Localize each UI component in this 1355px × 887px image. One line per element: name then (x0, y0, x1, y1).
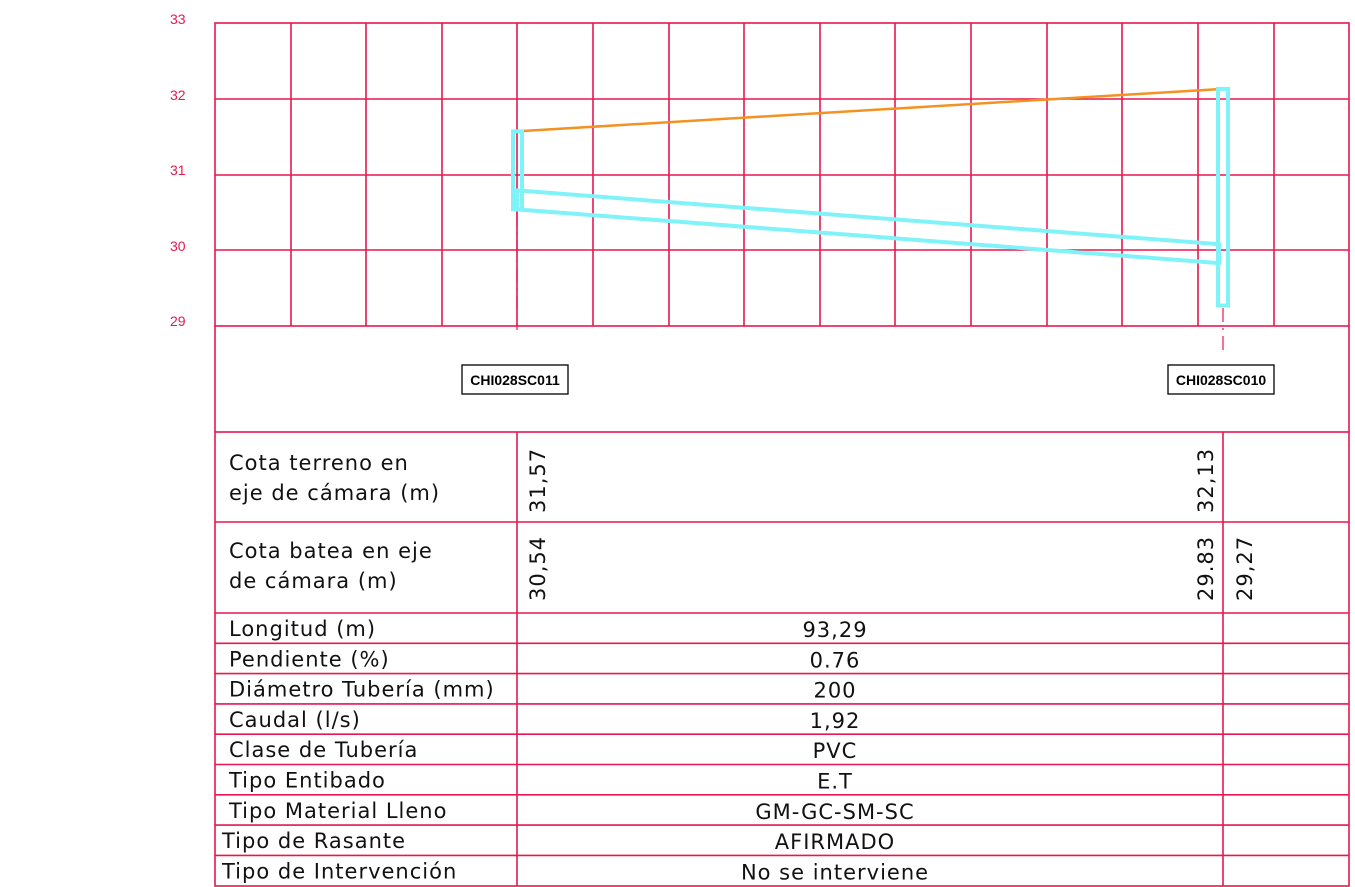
property-label: Tipo Entibado (228, 769, 386, 793)
y-tick-30: 30 (170, 238, 186, 254)
property-label: Pendiente (%) (229, 647, 390, 671)
cota-terreno-label-1: Cota terreno en (229, 451, 409, 475)
chamber-2-cota-terreno: 32,13 (1194, 448, 1218, 513)
data-table: Cota terreno en eje de cámara (m) 31,57 … (214, 431, 1350, 887)
property-value: 0.76 (810, 648, 861, 672)
y-tick-33: 33 (170, 11, 186, 27)
profile-lines (511, 86, 1230, 308)
profile-grid (214, 22, 1350, 327)
chamber-label-strip: CHI028SC011 CHI028SC010 (214, 326, 1350, 432)
property-label: Tipo Material Lleno (228, 799, 447, 823)
cota-batea-label-2: de cámara (m) (229, 569, 398, 593)
property-value: PVC (813, 739, 858, 763)
property-label: Tipo de Intervención (221, 859, 457, 883)
property-value: 1,92 (810, 709, 861, 733)
chamber-1-shape (511, 129, 524, 212)
chamber-2-cota-batea-out: 29,27 (1233, 536, 1257, 601)
chamber-1-tag: CHI028SC011 (470, 372, 560, 388)
property-label: Clase de Tubería (229, 738, 418, 762)
property-label: Tipo de Rasante (221, 829, 406, 853)
pipe-shape (515, 188, 1221, 266)
chamber-1-cota-terreno: 31,57 (526, 448, 550, 513)
y-tick-29: 29 (170, 313, 186, 329)
property-label: Diámetro Tubería (mm) (229, 678, 495, 702)
ground-line (516, 87, 1224, 133)
chamber-1-tag-box (461, 364, 569, 395)
property-value: E.T (817, 770, 853, 794)
cota-terreno-label-2: eje de cámara (m) (229, 481, 440, 505)
cota-batea-label-1: Cota batea en eje (229, 539, 433, 563)
property-value: 200 (813, 679, 856, 703)
chamber-2-tag-box (1167, 364, 1275, 395)
property-value: No se interviene (741, 860, 929, 884)
property-value: AFIRMADO (775, 830, 895, 854)
property-value: GM-GC-SM-SC (755, 800, 914, 824)
chamber-2-cota-batea-in: 29.83 (1194, 536, 1218, 601)
y-axis: 33 32 31 30 29 (170, 11, 186, 329)
property-label: Caudal (l/s) (229, 708, 361, 732)
property-value: 93,29 (802, 618, 867, 642)
property-label: Longitud (m) (229, 617, 376, 641)
y-tick-32: 32 (170, 87, 186, 103)
chamber-1-cota-batea: 30,54 (526, 536, 550, 601)
chamber-2-tag: CHI028SC010 (1176, 372, 1266, 388)
chamber-2-shape (1216, 86, 1230, 308)
y-tick-31: 31 (170, 162, 186, 178)
